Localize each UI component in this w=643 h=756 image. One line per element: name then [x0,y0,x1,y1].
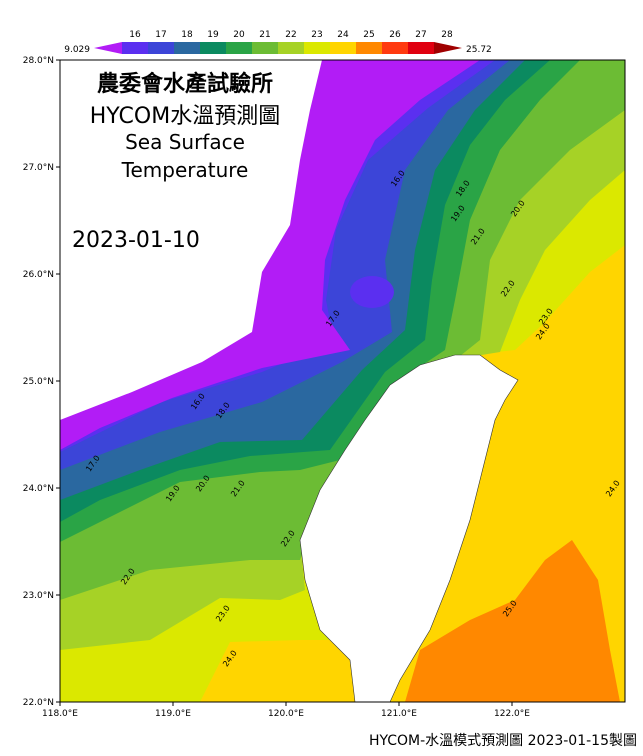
colorbar-swatch [382,42,408,54]
colorbar-swatch [122,42,148,54]
colorbar-swatch [200,42,226,54]
colorbar-swatch [226,42,252,54]
lat-label: 27.0°N [23,163,54,173]
title-hycom: HYCOM水溫預測圖 [89,104,281,129]
colorbar-max-label: 25.72 [466,45,492,55]
colorbar-swatch [148,42,174,54]
sst-map: 16.017.018.019.0 20.021.022.023.024.016.0… [23,56,626,719]
colorbar-swatch [304,42,330,54]
colorbar-tick: 27 [415,30,426,40]
colorbar: 16 17 18 19 20 21 22 23 24 25 26 27 28 9.029 25.72 [64,30,492,55]
colorbar-min-arrow [94,42,122,54]
colorbar-tick: 24 [337,30,349,40]
cold-eddy-16-17 [350,276,394,308]
colorbar-tick: 19 [207,30,219,40]
colorbar-swatch [356,42,382,54]
forecast-date: 2023-01-10 [72,228,200,253]
china-land [60,60,322,420]
title-sst-1: Sea Surface [125,130,245,154]
lon-label: 118.0°E [42,709,78,719]
colorbar-swatch [330,42,356,54]
footer-caption: HYCOM-水溫模式預測圖 2023-01-15製圖 [368,733,637,749]
colorbar-min-label: 9.029 [64,45,90,55]
colorbar-swatch [278,42,304,54]
lon-label: 119.0°E [155,709,191,719]
colorbar-tick: 18 [181,30,193,40]
lat-label: 23.0°N [23,591,54,601]
colorbar-swatch [174,42,200,54]
colorbar-tick: 17 [155,30,166,40]
axis-ticks: 28.0°N 27.0°N 26.0°N 25.0°N 24.0°N 23.0°N 22.0… [23,56,531,719]
colorbar-max-arrow [434,42,462,54]
colorbar-swatch [408,42,434,54]
lat-label: 25.0°N [23,377,54,387]
colorbar-tick: 20 [233,30,245,40]
lat-label: 28.0°N [23,56,54,66]
colorbar-swatch [252,42,278,54]
band-25-26 [405,540,620,702]
lon-label: 121.0°E [381,709,417,719]
colorbar-tick: 28 [441,30,453,40]
lon-label: 120.0°E [268,709,304,719]
title-sst-2: Temperature [121,158,249,182]
lat-label: 22.0°N [23,698,54,708]
colorbar-tick: 22 [285,30,296,40]
colorbar-tick: 21 [259,30,270,40]
lon-label: 122.0°E [494,709,530,719]
colorbar-tick: 26 [389,30,401,40]
lat-label: 26.0°N [23,270,54,280]
colorbar-tick: 25 [363,30,374,40]
colorbar-tick: 16 [129,30,141,40]
colorbar-tick: 23 [311,30,322,40]
lat-label: 24.0°N [23,484,54,494]
title-agency: 農委會水產試驗所 [96,72,273,97]
